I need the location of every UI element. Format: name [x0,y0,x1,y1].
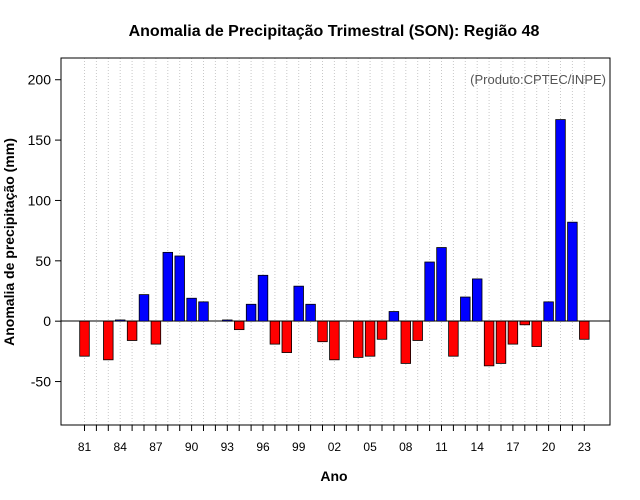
bar-1999 [293,285,304,322]
grid-lines [84,58,585,425]
bar-2010 [424,261,435,322]
x-tick-label: 02 [328,440,342,454]
x-tick-label: 96 [256,440,270,454]
x-tick-label: 20 [542,440,556,454]
plot-frame [60,57,611,426]
bar-2023 [579,320,590,340]
x-tick-label: 23 [578,440,592,454]
bar-2021 [555,119,566,322]
x-tick-label: 14 [471,440,485,454]
y-tick-label: 0 [43,313,51,329]
bar-2009 [412,320,423,341]
bar-1989 [174,255,185,322]
bar-2011 [436,247,447,322]
bar-2016 [495,320,507,364]
bar-1985 [126,320,138,341]
bar-2002 [329,320,340,361]
bar-2018 [519,320,531,326]
bar-2020 [543,301,554,322]
x-tick-label: 93 [221,440,235,454]
bar-1997 [269,320,281,345]
bar-2013 [460,296,471,322]
bar-1987 [150,320,162,345]
bar-1998 [281,320,293,353]
bar-1994 [233,320,245,331]
bar-2007 [388,311,400,322]
bar-2001 [317,320,328,343]
bar-2019 [531,320,542,347]
y-tick-label: 150 [28,132,52,148]
y-tick-label: -50 [31,374,51,390]
x-axis-label: Ano [320,468,347,484]
chart-title: Anomalia de Precipitação Trimestral (SON… [129,23,540,40]
bar-2017 [507,320,519,345]
x-tick-label: 17 [506,440,520,454]
bar-2000 [305,303,316,322]
bar-2008 [400,320,412,364]
x-tick-label: 11 [435,440,448,454]
bar-1991 [198,301,209,322]
bar-2005 [364,320,376,357]
x-tick-label: 05 [363,440,377,454]
bar-2022 [567,221,578,322]
x-tick-label: 90 [185,440,199,454]
bar-1986 [138,294,150,322]
bar-1993 [222,319,233,322]
x-axis: 81 84 87 90 93 96 99 02 05 08 11 14 17 20 23 [78,425,591,454]
bar-1983 [103,320,114,361]
x-tick-label: 84 [114,440,128,454]
bar-1981 [79,320,90,357]
bars [79,119,590,367]
bar-2014 [471,278,483,322]
bar-1996 [257,274,269,322]
bar-1995 [245,303,257,322]
y-tick-label: 200 [28,72,52,88]
source-note: (Produto:CPTEC/INPE) [470,72,606,87]
x-tick-label: 87 [149,440,163,454]
bar-2004 [352,320,364,358]
bar-1984 [115,319,126,322]
x-tick-label: 81 [78,440,92,454]
x-tick-label: 99 [292,440,306,454]
x-tick-label: 08 [399,440,413,454]
y-axis: -50 0 50 100 150 200 [28,72,61,390]
y-axis-label: Anomalia de precipitação (mm) [1,138,17,346]
bar-2006 [376,320,388,340]
bar-2015 [483,320,495,367]
y-tick-label: 50 [35,253,51,269]
bar-2012 [448,320,459,357]
bar-1990 [186,297,197,322]
bar-1988 [162,251,174,322]
y-tick-label: 100 [28,192,52,208]
